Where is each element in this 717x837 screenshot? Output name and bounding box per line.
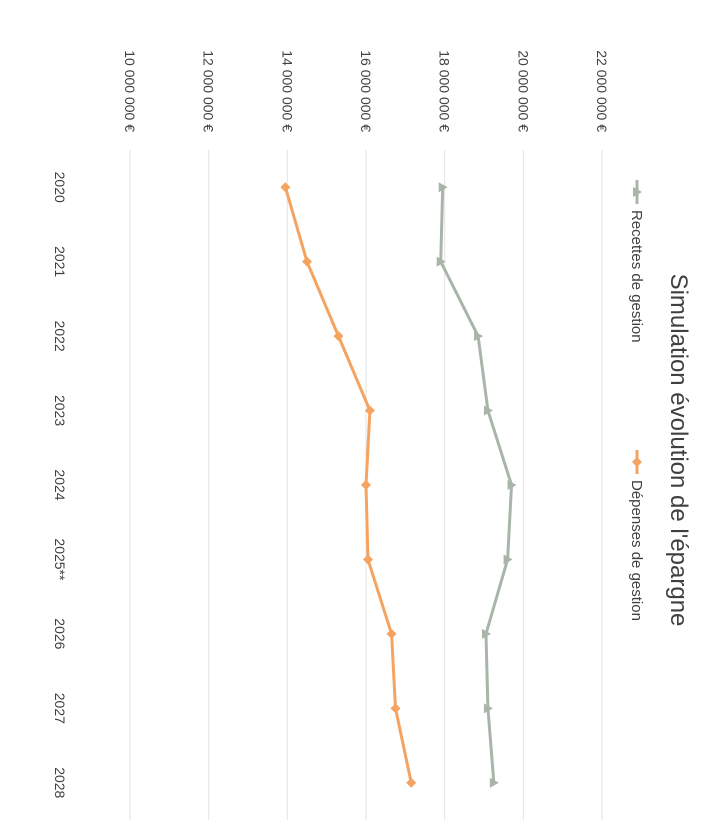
x-tick-label: 2024 <box>52 469 68 500</box>
data-point <box>436 256 446 267</box>
data-point <box>489 777 499 788</box>
y-tick-label: 22 000 000 € <box>594 50 610 132</box>
data-point <box>361 480 371 490</box>
x-tick-label: 2028 <box>52 767 68 798</box>
data-point <box>481 628 491 639</box>
series-line <box>283 186 413 784</box>
y-tick-label: 14 000 000 € <box>279 50 295 132</box>
data-point <box>474 331 484 342</box>
y-tick-label: 16 000 000 € <box>358 50 374 132</box>
data-point <box>507 480 517 490</box>
data-point <box>503 554 513 565</box>
data-point <box>333 331 344 342</box>
x-tick-label: 2023 <box>52 395 68 426</box>
data-point <box>406 777 417 788</box>
legend-label: Dépenses de gestion <box>628 480 645 621</box>
data-point <box>280 182 291 193</box>
x-tick-label: 2027 <box>52 693 68 724</box>
y-tick-label: 20 000 000 € <box>515 50 531 132</box>
data-point <box>483 405 493 416</box>
data-point <box>483 703 493 714</box>
x-tick-label: 2020 <box>52 172 68 203</box>
data-point <box>438 182 448 193</box>
data-point <box>362 554 373 565</box>
x-tick-label: 2026 <box>52 618 68 649</box>
legend-label: Recettes de gestion <box>628 210 645 343</box>
legend-marker <box>632 457 642 467</box>
series-line <box>439 187 514 783</box>
data-point <box>386 628 397 639</box>
data-point <box>302 256 312 267</box>
chart-title: Simulation évolution de l'épargne <box>665 274 692 627</box>
data-point <box>364 405 375 416</box>
y-tick-label: 12 000 000 € <box>201 50 217 132</box>
y-tick-label: 18 000 000 € <box>437 50 453 132</box>
y-tick-label: 10 000 000 € <box>122 50 138 132</box>
x-tick-label: 2025** <box>52 538 68 581</box>
x-tick-label: 2022 <box>52 321 68 352</box>
x-tick-label: 2021 <box>52 246 68 277</box>
legend-marker <box>633 187 642 197</box>
data-point <box>390 703 401 714</box>
